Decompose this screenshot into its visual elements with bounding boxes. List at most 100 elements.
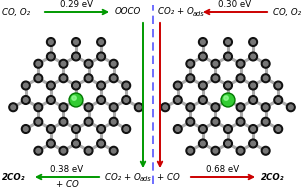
Circle shape (200, 127, 205, 131)
Circle shape (111, 61, 116, 66)
Circle shape (224, 125, 232, 133)
Circle shape (163, 105, 167, 110)
Circle shape (251, 40, 256, 44)
Circle shape (238, 105, 243, 110)
Circle shape (34, 74, 43, 83)
Circle shape (49, 54, 53, 59)
Circle shape (211, 103, 220, 112)
Circle shape (97, 139, 106, 148)
Circle shape (109, 59, 118, 68)
Circle shape (213, 119, 218, 124)
Circle shape (59, 59, 68, 68)
Circle shape (36, 148, 41, 153)
Circle shape (122, 96, 131, 104)
Circle shape (84, 74, 93, 83)
Circle shape (34, 146, 43, 155)
Circle shape (109, 74, 118, 83)
Circle shape (263, 61, 268, 66)
Circle shape (124, 83, 129, 88)
Circle shape (251, 141, 256, 146)
Circle shape (261, 146, 270, 155)
Circle shape (59, 146, 68, 155)
Text: + CO: + CO (157, 173, 180, 181)
Circle shape (134, 103, 143, 112)
Circle shape (99, 127, 103, 131)
Circle shape (86, 105, 91, 110)
Circle shape (174, 125, 182, 133)
Circle shape (47, 38, 55, 46)
Circle shape (72, 38, 80, 46)
Circle shape (200, 141, 205, 146)
Circle shape (236, 117, 245, 126)
Circle shape (238, 119, 243, 124)
Circle shape (236, 59, 245, 68)
Circle shape (49, 40, 53, 44)
Circle shape (109, 117, 118, 126)
Circle shape (226, 127, 230, 131)
Circle shape (263, 148, 268, 153)
Circle shape (186, 74, 195, 83)
Circle shape (224, 96, 228, 100)
Circle shape (211, 74, 220, 83)
Circle shape (175, 98, 180, 102)
Circle shape (186, 103, 195, 112)
Circle shape (111, 148, 116, 153)
Circle shape (61, 61, 66, 66)
Circle shape (86, 76, 91, 81)
Circle shape (34, 59, 43, 68)
Circle shape (99, 98, 103, 102)
Circle shape (36, 61, 41, 66)
Circle shape (97, 81, 106, 90)
Circle shape (286, 103, 295, 112)
Circle shape (74, 83, 78, 88)
Circle shape (21, 81, 30, 90)
Circle shape (211, 117, 220, 126)
Circle shape (99, 83, 103, 88)
Circle shape (59, 117, 68, 126)
Circle shape (199, 96, 207, 104)
Circle shape (21, 96, 30, 104)
Circle shape (199, 81, 207, 90)
Circle shape (161, 103, 170, 112)
Circle shape (251, 98, 256, 102)
Circle shape (24, 83, 28, 88)
Circle shape (74, 54, 78, 59)
Circle shape (49, 83, 53, 88)
Circle shape (24, 98, 28, 102)
Circle shape (175, 83, 180, 88)
Circle shape (61, 76, 66, 81)
Circle shape (199, 38, 207, 46)
Circle shape (200, 54, 205, 59)
Circle shape (86, 119, 91, 124)
Circle shape (276, 127, 281, 131)
Circle shape (274, 125, 282, 133)
Text: 0.30 eV: 0.30 eV (218, 0, 252, 9)
Circle shape (74, 127, 78, 131)
Circle shape (251, 54, 256, 59)
Circle shape (221, 93, 235, 107)
Circle shape (49, 141, 53, 146)
Circle shape (236, 74, 245, 83)
Circle shape (249, 38, 257, 46)
Circle shape (109, 146, 118, 155)
Circle shape (238, 76, 243, 81)
Text: CO, O₂: CO, O₂ (2, 8, 30, 16)
Circle shape (236, 146, 245, 155)
Text: CO₂ + O: CO₂ + O (158, 8, 194, 16)
Circle shape (47, 139, 55, 148)
Circle shape (72, 125, 80, 133)
Circle shape (263, 119, 268, 124)
Circle shape (59, 74, 68, 83)
Circle shape (61, 148, 66, 153)
Circle shape (188, 119, 193, 124)
Circle shape (249, 81, 257, 90)
Circle shape (276, 98, 281, 102)
Circle shape (251, 127, 256, 131)
Circle shape (224, 81, 232, 90)
Circle shape (188, 61, 193, 66)
Circle shape (188, 76, 193, 81)
Circle shape (199, 125, 207, 133)
Text: OOCO: OOCO (115, 8, 141, 16)
Circle shape (261, 59, 270, 68)
Circle shape (84, 146, 93, 155)
